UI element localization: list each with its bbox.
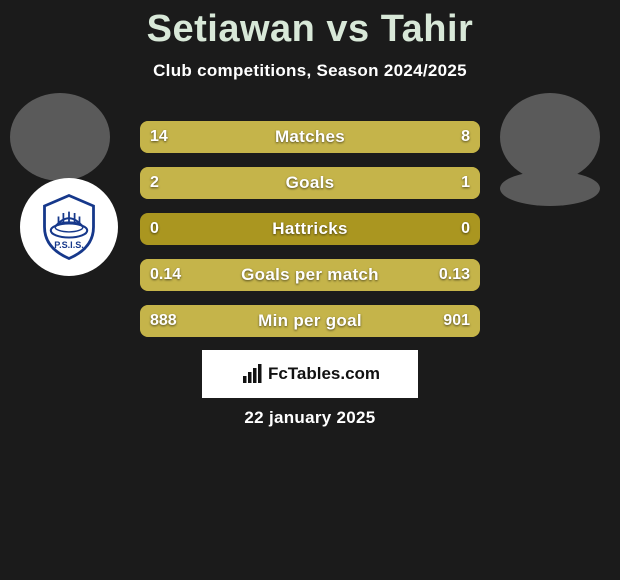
stat-label: Goals per match xyxy=(241,265,379,285)
stat-row: 888 901 Min per goal xyxy=(140,305,480,337)
stats-chart: 14 8 Matches 2 1 Goals 0 0 Hattricks 0.14 0.13 Goal… xyxy=(140,121,480,351)
snapshot-date: 22 january 2025 xyxy=(0,408,620,428)
bar-chart-icon xyxy=(240,362,264,386)
player-left-avatar xyxy=(10,93,110,181)
stat-label: Goals xyxy=(286,173,335,193)
stat-value-right: 1 xyxy=(461,174,470,192)
stat-value-left: 0.14 xyxy=(150,266,181,284)
svg-text:P.S.I.S.: P.S.I.S. xyxy=(54,240,84,250)
comparison-title: Setiawan vs Tahir xyxy=(0,0,620,51)
stat-row: 0.14 0.13 Goals per match xyxy=(140,259,480,291)
player-left-club-badge: P.S.I.S. xyxy=(20,178,118,276)
club-crest-icon: P.S.I.S. xyxy=(34,192,104,262)
stat-value-left: 888 xyxy=(150,312,177,330)
stat-row: 0 0 Hattricks xyxy=(140,213,480,245)
stat-label: Min per goal xyxy=(258,311,362,331)
stat-value-right: 901 xyxy=(443,312,470,330)
comparison-subtitle: Club competitions, Season 2024/2025 xyxy=(0,61,620,81)
stat-label: Matches xyxy=(275,127,345,147)
player-right-avatar xyxy=(500,93,600,181)
attribution-text: FcTables.com xyxy=(268,364,380,384)
stat-value-left: 14 xyxy=(150,128,168,146)
stat-value-right: 0 xyxy=(461,220,470,238)
stat-row: 2 1 Goals xyxy=(140,167,480,199)
player-right-club-placeholder xyxy=(500,171,600,206)
stat-label: Hattricks xyxy=(272,219,347,239)
stat-row: 14 8 Matches xyxy=(140,121,480,153)
stat-value-left: 2 xyxy=(150,174,159,192)
stat-value-left: 0 xyxy=(150,220,159,238)
stat-value-right: 8 xyxy=(461,128,470,146)
attribution-banner: FcTables.com xyxy=(202,350,418,398)
stat-value-right: 0.13 xyxy=(439,266,470,284)
